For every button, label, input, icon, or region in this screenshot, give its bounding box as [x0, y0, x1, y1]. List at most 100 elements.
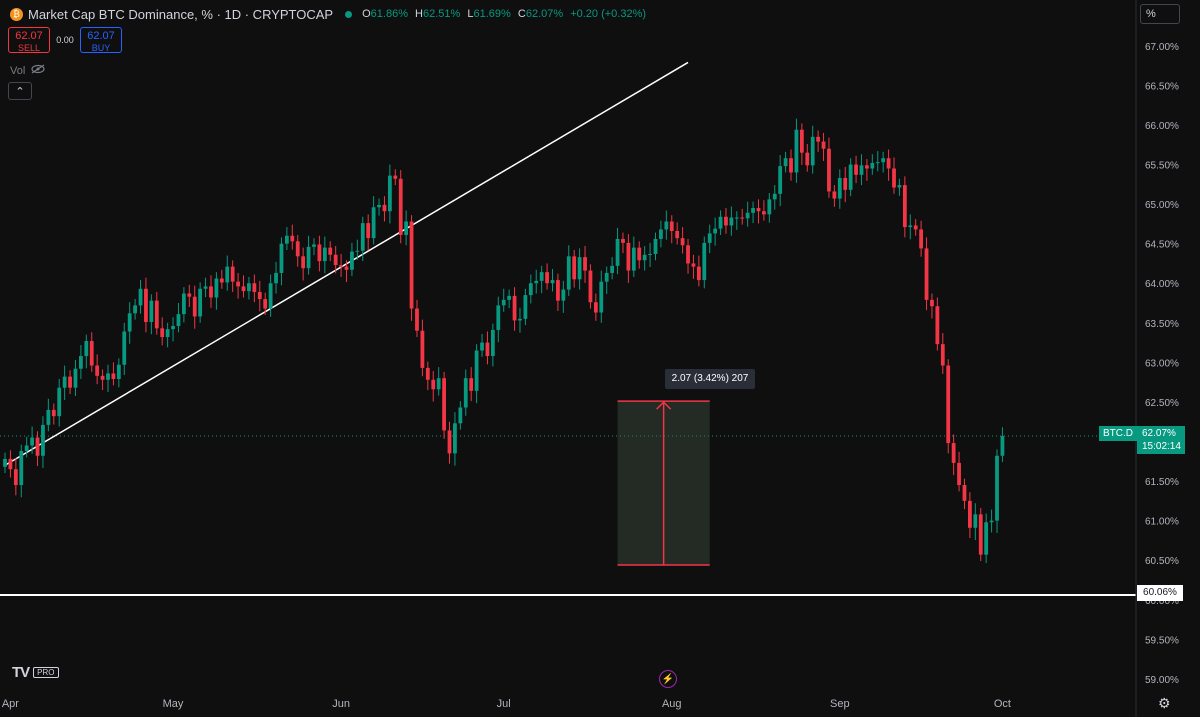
y-tick-label: 66.50% [1145, 81, 1179, 92]
x-tick-label: Sep [830, 698, 850, 710]
bitcoin-icon: ₿ [10, 7, 23, 21]
candle-body [404, 221, 409, 235]
candle-body [924, 248, 929, 300]
symbol-price-tag: BTC.D [1099, 426, 1137, 441]
candle-body [377, 204, 381, 208]
measure-tool[interactable] [617, 400, 710, 566]
candle-body [691, 263, 696, 267]
candle-body [995, 455, 999, 521]
candle-body [946, 365, 951, 444]
last-price-tag: 62.07% 15:02:14 [1137, 426, 1185, 454]
candle-body [171, 325, 175, 330]
candle-body [957, 462, 961, 486]
candle-body [257, 291, 262, 300]
market-status-dot[interactable] [345, 10, 353, 18]
candle-body [436, 378, 441, 390]
scale-mode-button[interactable]: % [1140, 4, 1180, 24]
candle-body [604, 272, 609, 282]
gear-icon[interactable]: ⚙ [1158, 695, 1171, 711]
candle-body [425, 367, 430, 380]
tradingview-logo[interactable]: TV PRO [12, 664, 59, 681]
candle-body [13, 469, 18, 486]
lightning-icon[interactable]: ⚡ [659, 670, 677, 688]
candle-body [30, 437, 35, 446]
candle-body [322, 247, 327, 262]
time-axis[interactable]: Apr May Jun Jul Aug Sep Oct [2, 698, 1011, 710]
candle-body [745, 212, 750, 219]
candle-body [35, 437, 40, 456]
candle-body [696, 266, 701, 281]
y-tick-label: 61.50% [1145, 477, 1179, 488]
price-axis[interactable]: 67.00% 66.50% 66.00% 65.50% 65.00% 64.50% 64.0… [1135, 0, 1179, 717]
x-tick-label: Jul [497, 698, 511, 710]
candle-body [51, 409, 56, 417]
y-tick-label: 59.50% [1145, 635, 1179, 646]
candle-body [772, 193, 777, 200]
candle-body [176, 314, 181, 326]
candle-body [501, 299, 506, 306]
candle-body [875, 162, 880, 164]
y-tick-label: 60.50% [1145, 556, 1179, 567]
candle-body [496, 305, 501, 330]
volume-indicator[interactable]: Vol [10, 64, 45, 77]
candle-body [344, 266, 349, 270]
candle-body [626, 242, 631, 271]
chart-title[interactable]: Market Cap BTC Dominance, % · 1D · CRYPT… [28, 6, 334, 22]
candle-body [767, 199, 772, 215]
candle-body [485, 342, 490, 357]
candle-body [778, 166, 783, 194]
candle-body [41, 424, 45, 456]
bar-countdown: 15:02:14 [1142, 441, 1181, 452]
y-tick-label: 62.50% [1145, 398, 1179, 409]
candle-body [355, 250, 360, 252]
candle-body [561, 289, 566, 301]
x-tick-label: Aug [662, 698, 682, 710]
candle-body [387, 175, 392, 212]
collapse-legend-button[interactable]: ⌃ [8, 82, 32, 100]
candle-body [984, 522, 989, 555]
candle-body [675, 231, 680, 239]
trade-panel: 62.07 SELL 0.00 62.07 BUY [8, 27, 122, 53]
candle-body [62, 376, 67, 388]
candle-body [398, 178, 403, 235]
candle-body [116, 364, 121, 379]
y-tick-label: 59.00% [1145, 675, 1179, 686]
candle-body [295, 241, 300, 257]
candle-body [333, 254, 338, 266]
candle-body [518, 318, 522, 321]
candle-body [274, 272, 278, 284]
candle-body [160, 328, 165, 338]
candle-body [236, 281, 240, 287]
candle-body [734, 217, 739, 219]
candle-body [203, 286, 208, 289]
candle-body [930, 299, 934, 307]
y-tick-label: 63.00% [1145, 358, 1179, 369]
candle-body [268, 283, 273, 309]
buy-button[interactable]: 62.07 BUY [80, 27, 122, 53]
candle-body [599, 281, 604, 313]
candle-body [821, 141, 826, 149]
candle-body [512, 295, 517, 321]
candle-body [859, 165, 864, 175]
candle-body [95, 365, 100, 376]
candle-body [317, 244, 322, 262]
candle-body [919, 229, 924, 249]
chart-header: ₿ Market Cap BTC Dominance, % · 1D · CRY… [10, 6, 650, 22]
y-tick-label: 60.00% [1145, 596, 1179, 607]
eye-hidden-icon[interactable] [31, 64, 45, 77]
candle-body [100, 375, 105, 380]
candle-body [447, 430, 452, 454]
horizontal-line-tag: 60.06% [1137, 585, 1183, 601]
candle-body [3, 458, 7, 467]
sell-button[interactable]: 62.07 SELL [8, 27, 50, 53]
candle-body [534, 280, 539, 284]
candle-body [415, 308, 419, 331]
y-tick-label: 64.50% [1145, 240, 1179, 251]
candle-body [610, 265, 615, 273]
candle-body [659, 229, 663, 239]
candle-body [816, 136, 821, 142]
candle-body [209, 286, 213, 298]
y-tick-label: 61.00% [1145, 517, 1179, 528]
candle-body [474, 350, 479, 391]
